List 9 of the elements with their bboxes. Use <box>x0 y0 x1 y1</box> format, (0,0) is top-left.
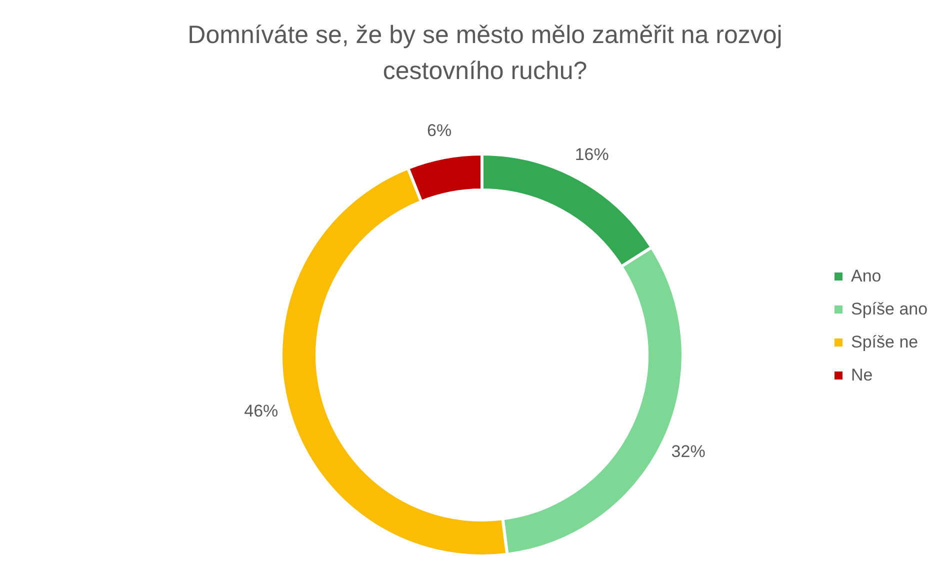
data-label: 32% <box>671 442 706 462</box>
legend-label: Spíše ne <box>851 332 918 352</box>
data-label: 16% <box>574 145 609 164</box>
legend-label: Ano <box>851 266 882 286</box>
legend-label: Ne <box>851 366 873 384</box>
data-label: 6% <box>426 121 452 140</box>
legend-label: Spíše ano <box>851 300 928 318</box>
chart-title: Domníváte se, že by se město mělo zaměřit na rozvoj cestovního ruchu? <box>188 21 782 85</box>
data-label: 46% <box>244 402 278 421</box>
